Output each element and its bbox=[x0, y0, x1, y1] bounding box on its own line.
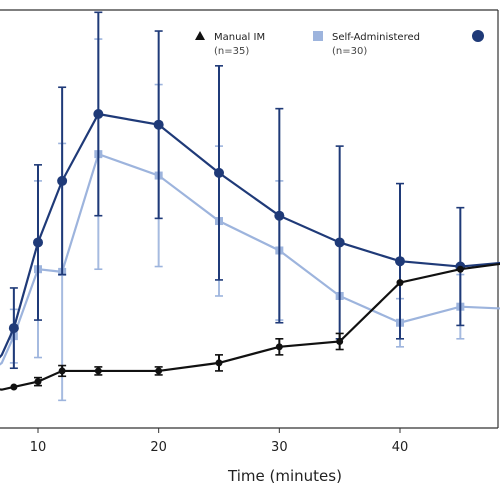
series-2 bbox=[0, 11, 500, 370]
data-point bbox=[334, 237, 345, 248]
data-point bbox=[34, 378, 42, 386]
x-tick-label: 20 bbox=[150, 440, 167, 455]
legend-triangle-icon bbox=[195, 31, 205, 40]
data-point bbox=[33, 237, 43, 248]
data-point bbox=[395, 256, 405, 267]
plot-frame bbox=[0, 9, 499, 429]
series-0 bbox=[0, 262, 500, 391]
legend-item-0: Manual IM (n=35) bbox=[195, 31, 265, 57]
data-point bbox=[93, 109, 104, 119]
series-layer bbox=[0, 11, 500, 402]
legend-sublabel: (n=30) bbox=[332, 46, 367, 57]
x-tick-label: 30 bbox=[271, 440, 288, 455]
data-point bbox=[10, 383, 18, 391]
series-1 bbox=[0, 38, 500, 402]
legend-item-1: Self-Administered (n=30) bbox=[313, 31, 420, 57]
series-line bbox=[0, 262, 500, 391]
legend-sublabel: (n=35) bbox=[214, 46, 249, 57]
x-tick-label: 10 bbox=[30, 440, 47, 455]
data-point bbox=[336, 337, 344, 345]
legend-label: Manual IM bbox=[214, 32, 265, 43]
x-tick-label: 40 bbox=[392, 440, 409, 455]
data-point bbox=[274, 210, 285, 221]
legend: Manual IM (n=35) Self-Administered (n=30) bbox=[195, 30, 484, 57]
data-point bbox=[57, 175, 68, 186]
data-point bbox=[396, 279, 404, 287]
legend-square-icon bbox=[313, 31, 323, 41]
data-point bbox=[214, 167, 224, 178]
legend-label: Self-Administered bbox=[332, 32, 420, 43]
data-point bbox=[8, 323, 19, 334]
legend-circle-icon bbox=[472, 30, 484, 42]
data-point bbox=[456, 265, 464, 273]
series-line bbox=[0, 112, 500, 359]
data-point bbox=[275, 343, 283, 351]
data-point bbox=[215, 359, 223, 367]
legend-item-2 bbox=[472, 30, 484, 42]
data-point bbox=[94, 367, 102, 375]
x-axis-ticks: 10 20 30 40 bbox=[30, 428, 409, 455]
series-line bbox=[0, 152, 500, 366]
data-point bbox=[155, 367, 163, 375]
data-point bbox=[58, 367, 66, 375]
x-axis-title: Time (minutes) bbox=[227, 467, 342, 485]
data-point bbox=[153, 119, 164, 130]
